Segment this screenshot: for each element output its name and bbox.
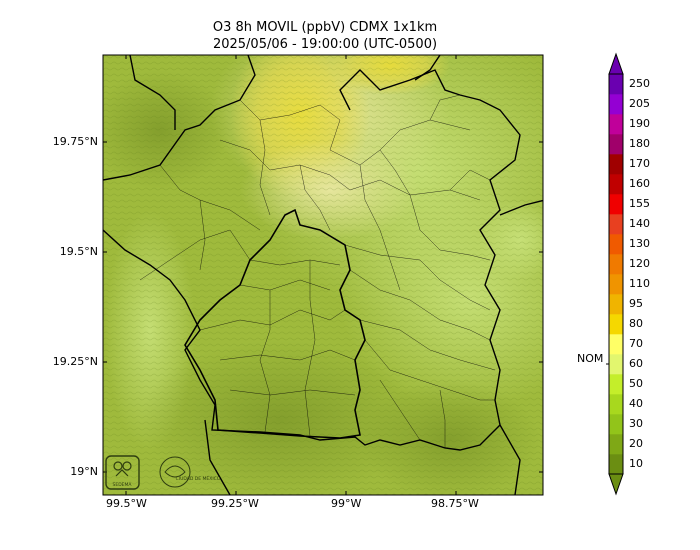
colorbar-segment (609, 94, 623, 115)
colorbar-max-extend (608, 52, 624, 75)
lat-tick-label: 19.75°N (52, 135, 98, 148)
colorbar-segment (609, 394, 623, 415)
colorbar-tick-label: 120 (629, 257, 650, 270)
lat-tick-label: 19°N (70, 465, 98, 478)
colorbar-min-extend (608, 473, 624, 496)
colorbar-segment (609, 434, 623, 455)
colorbar-tick-label: 140 (629, 217, 650, 230)
colorbar-tick-label: 160 (629, 177, 650, 190)
colorbar-segment (609, 354, 623, 375)
colorbar-segment (609, 414, 623, 435)
colorbar-frame (608, 73, 624, 475)
lat-tick-label: 19.5°N (59, 245, 98, 258)
colorbar-segment (609, 174, 623, 195)
colorbar-segment (609, 374, 623, 395)
map-subtitle: 2025/05/06 - 19:00:00 (UTC-0500) (212, 37, 438, 52)
colorbar-tick-label: 20 (629, 437, 643, 450)
map-frame (102, 54, 544, 496)
colorbar-segment (609, 134, 623, 155)
map-field (103, 55, 543, 495)
colorbar-segment (609, 194, 623, 215)
lon-tick-label: 99.25°W (211, 497, 259, 510)
colorbar-segment (609, 234, 623, 255)
colorbar-segment (609, 154, 623, 175)
colorbar-segment (609, 454, 623, 475)
colorbar-segment (609, 74, 623, 95)
cdmx-logo-icon: CIUDAD DE MÉXICO (159, 456, 221, 488)
colorbar-segment (609, 274, 623, 295)
colorbar-tick-label: 130 (629, 237, 650, 250)
colorbar-tick-label: 10 (629, 457, 643, 470)
colorbar (606, 52, 624, 496)
colorbar-tick-label: 190 (629, 117, 650, 130)
colorbar-tick-label: 50 (629, 377, 643, 390)
lat-tick-label: 19.25°N (52, 355, 98, 368)
axis-ticks (103, 55, 543, 495)
colorbar-tick-label: 60 (629, 357, 643, 370)
svg-text:CIUDAD DE MÉXICO: CIUDAD DE MÉXICO (176, 474, 221, 482)
colorbar-tick-label: 170 (629, 157, 650, 170)
map-title: O3 8h MOVIL (ppbV) CDMX 1x1km (212, 20, 438, 35)
colorbar-segment (609, 114, 623, 135)
colorbar-tick-label: 180 (629, 137, 650, 150)
colorbar-tick-label: 155 (629, 197, 650, 210)
nom-marker-label: NOM (577, 352, 604, 365)
colorbar-tick-label: 80 (629, 317, 643, 330)
lon-tick-label: 99.5°W (106, 497, 147, 510)
colorbar-segment (609, 294, 623, 315)
colorbar-tick-label: 250 (629, 77, 650, 90)
colorbar-tick-label: 110 (629, 277, 650, 290)
colorbar-segment (609, 334, 623, 355)
colorbar-tick-label: 70 (629, 337, 643, 350)
colorbar-segment (609, 214, 623, 235)
colorbar-tick-label: 205 (629, 97, 650, 110)
lon-tick-label: 98.75°W (431, 497, 479, 510)
colorbar-tick-label: 30 (629, 417, 643, 430)
sedema-logo-icon: SEDEMA (105, 455, 140, 490)
svg-text:SEDEMA: SEDEMA (113, 482, 133, 488)
colorbar-segment (609, 254, 623, 275)
colorbar-tick-label: 40 (629, 397, 643, 410)
colorbar-tick-label: 95 (629, 297, 643, 310)
lon-tick-label: 99°W (331, 497, 362, 510)
colorbar-segment (609, 314, 623, 335)
